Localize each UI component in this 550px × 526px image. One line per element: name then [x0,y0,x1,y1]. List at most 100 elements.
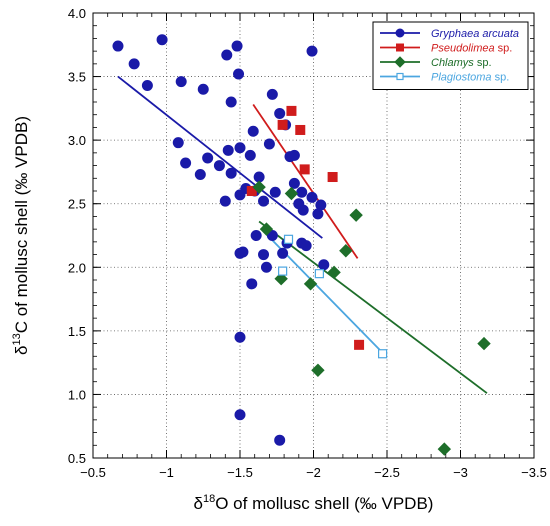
data-point [477,336,491,351]
data-point [437,442,452,456]
data-point [377,349,388,359]
data-point [225,96,237,108]
x-axis-title: δ18O of mollusc shell (‰ VPDB) [194,493,434,513]
x-tick-label: −2.5 [374,465,400,480]
y-tick-label: 0.5 [68,451,86,466]
data-point [314,269,324,279]
data-point [396,72,404,81]
data-point [303,277,318,291]
data-point [266,88,278,100]
x-tick-labels: −0.5 −1 −1.5 −2 −2.5 −3 −3.5 [80,465,547,480]
data-point [258,249,270,261]
legend-label: Pseudolimea sp. [431,43,512,55]
data-point [278,266,288,276]
data-point [234,189,246,201]
trend-line [252,104,359,259]
legend-label: Plagiostoma sp. [431,72,509,84]
data-point [274,434,286,446]
data-point [327,172,338,183]
x-tick-label: −3 [453,465,468,480]
data-point [180,157,192,169]
x-tick-label: −1.5 [227,465,253,480]
x-tick-label: −2 [306,465,321,480]
data-point [288,177,300,189]
data-point [128,58,140,70]
data-points [112,34,491,456]
data-point [315,199,327,211]
data-point [234,142,246,154]
data-point [194,168,206,180]
data-point [141,79,153,91]
data-point [172,137,184,149]
data-point [231,40,243,52]
y-tick-label: 2.0 [68,260,86,275]
data-point [288,149,300,161]
data-point [354,339,365,350]
data-point [213,160,225,172]
data-point [247,125,259,137]
data-point [274,272,288,286]
data-point [339,244,353,258]
data-point [296,186,308,198]
data-point [156,34,168,46]
data-point [234,247,246,259]
data-point [395,28,405,38]
data-point [202,152,214,164]
data-point [222,144,234,156]
x-tick-label: −0.5 [80,465,106,480]
data-point [297,204,309,216]
data-point [396,43,404,52]
legend-label: Chlamys sp. [431,57,492,69]
tick-marks [92,12,535,459]
data-point [258,195,270,207]
data-point [311,363,325,377]
data-point [306,191,318,203]
data-point [175,76,187,88]
trend-line [258,220,488,394]
data-point [225,167,237,179]
data-point [260,261,272,273]
data-point [318,259,330,271]
data-point [284,186,299,201]
y-tick-label: 3.0 [68,133,86,148]
legend-label: Gryphaea arcuata [431,28,519,40]
y-tick-label: 1.0 [68,387,86,402]
data-point [246,278,258,290]
trend-line [117,75,323,239]
y-axis-title: δ13C of mollusc shell (‰ VPDB) [11,116,31,355]
y-tick-label: 3.5 [68,70,86,85]
data-point [283,234,294,244]
data-point [306,45,318,57]
data-point [250,230,262,241]
data-point [300,240,312,252]
trend-lines [117,75,488,394]
y-tick-label: 1.5 [68,324,86,339]
data-point [259,222,274,236]
data-point [112,40,124,52]
legend: Gryphaea arcuata Pseudolimea sp. Chlamys s… [372,21,529,90]
data-point [327,265,341,280]
data-point [233,68,245,80]
data-point [349,208,363,222]
x-tick-label: −3.5 [521,465,547,480]
data-point [277,119,288,130]
data-point [234,331,246,343]
y-tick-label: 4.0 [68,6,86,21]
data-point [394,56,406,68]
data-point [219,195,231,207]
data-point [263,138,275,150]
data-point [234,409,246,421]
data-point [295,124,306,135]
data-point [299,164,310,175]
data-point [252,180,266,194]
data-point [221,49,233,61]
y-tick-labels: 0.5 1.0 1.5 2.0 2.5 3.0 3.5 4.0 [68,6,86,466]
data-point [286,105,297,116]
x-tick-label: −1 [159,465,174,480]
data-point [197,83,209,95]
data-point [244,149,256,161]
data-point [269,186,281,198]
data-point [266,230,278,241]
data-point [277,247,289,259]
